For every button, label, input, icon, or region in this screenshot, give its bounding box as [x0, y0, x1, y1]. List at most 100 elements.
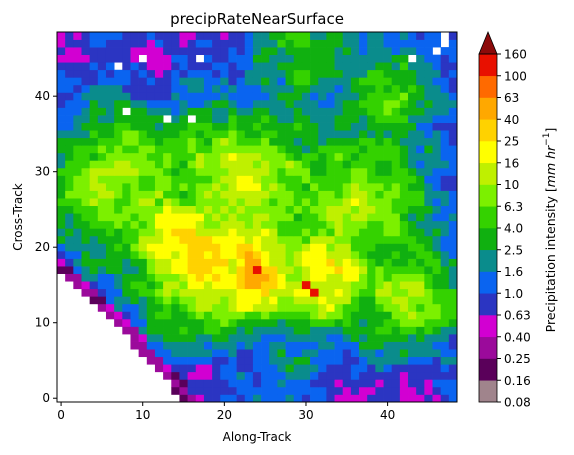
heatmap-cell — [310, 130, 319, 139]
heatmap-cell — [285, 220, 295, 229]
heatmap-cell — [310, 228, 319, 237]
heatmap-cell — [424, 167, 433, 176]
heatmap-cell — [359, 371, 368, 380]
heatmap-cell — [163, 54, 172, 63]
heatmap-cell — [432, 228, 442, 237]
heatmap-cell — [408, 107, 417, 116]
heatmap-cell — [57, 107, 66, 116]
heatmap-cell — [195, 334, 205, 342]
heatmap-cell — [424, 213, 433, 222]
heatmap-cell — [375, 349, 384, 358]
heatmap-cell — [269, 115, 278, 123]
heatmap-cell — [293, 281, 303, 290]
heatmap-cell — [432, 62, 442, 71]
heatmap-cell — [375, 198, 384, 207]
heatmap-cell — [212, 137, 221, 146]
heatmap-cell — [277, 356, 286, 365]
heatmap-cell — [122, 303, 131, 312]
heatmap-cell — [244, 258, 254, 267]
heatmap-cell — [399, 152, 409, 161]
heatmap-cell — [154, 54, 164, 63]
heatmap-cell — [138, 183, 148, 191]
heatmap-cell — [350, 228, 360, 237]
heatmap-cell — [130, 77, 139, 86]
heatmap-cell — [326, 356, 335, 365]
heatmap-cell — [408, 379, 417, 388]
heatmap-cell — [252, 69, 262, 78]
heatmap-cell — [277, 228, 286, 237]
heatmap-cell — [432, 341, 442, 350]
heatmap-cell — [440, 273, 450, 282]
heatmap-cell — [285, 39, 295, 48]
heatmap-cell — [277, 288, 286, 297]
heatmap-cell — [293, 54, 303, 63]
heatmap-cell — [367, 39, 376, 48]
heatmap-cell — [220, 122, 229, 131]
heatmap-cell — [440, 77, 450, 86]
heatmap-cell — [195, 296, 205, 305]
heatmap-cell — [105, 296, 115, 305]
heatmap-cell — [399, 318, 409, 327]
heatmap-cell — [432, 183, 442, 191]
heatmap-cell — [424, 266, 433, 274]
heatmap-cell — [228, 228, 237, 237]
heatmap-cell — [228, 364, 237, 373]
heatmap-cell — [269, 349, 278, 358]
heatmap-cell — [448, 288, 458, 297]
heatmap-cell — [432, 160, 442, 169]
heatmap-cell — [203, 115, 213, 123]
heatmap-cell — [228, 145, 237, 154]
heatmap-cell — [203, 107, 213, 116]
heatmap-cell — [212, 92, 221, 101]
heatmap-cell — [228, 69, 237, 78]
heatmap-cell — [375, 220, 384, 229]
heatmap-cell — [342, 356, 352, 365]
heatmap-cell — [448, 205, 458, 214]
heatmap-cell — [73, 145, 82, 154]
heatmap-cell — [236, 152, 246, 161]
heatmap-cell — [203, 190, 213, 199]
heatmap-cell — [416, 62, 425, 71]
heatmap-cell — [261, 379, 270, 388]
heatmap-cell — [244, 54, 254, 63]
heatmap-cell — [228, 152, 237, 161]
heatmap-cell — [424, 349, 433, 358]
heatmap-cell — [375, 334, 384, 342]
heatmap-cell — [269, 84, 278, 93]
heatmap-cell — [326, 39, 335, 48]
heatmap-cell — [285, 243, 295, 252]
heatmap-cell — [285, 69, 295, 78]
heatmap-cell — [448, 145, 458, 154]
heatmap-cell — [399, 356, 409, 365]
heatmap-cell — [114, 47, 123, 55]
heatmap-cell — [367, 69, 376, 78]
heatmap-cell — [318, 326, 327, 335]
heatmap-cell — [122, 213, 131, 222]
heatmap-cell — [203, 266, 213, 274]
heatmap-cell — [350, 318, 360, 327]
heatmap-cell — [367, 107, 376, 116]
heatmap-cell — [334, 266, 344, 274]
heatmap-cell — [203, 228, 213, 237]
heatmap-cell — [391, 243, 401, 252]
heatmap-cell — [310, 92, 319, 101]
heatmap-cell — [367, 235, 376, 244]
heatmap-cell — [171, 205, 180, 214]
heatmap-cell — [342, 47, 352, 55]
heatmap-cell — [154, 326, 164, 335]
heatmap-cell — [383, 32, 393, 40]
heatmap-cell — [130, 334, 139, 342]
heatmap-cell — [318, 334, 327, 342]
heatmap-cell — [334, 341, 344, 350]
heatmap-cell — [73, 175, 82, 184]
heatmap-cell — [130, 228, 139, 237]
heatmap-cell — [342, 296, 352, 305]
heatmap-cell — [171, 235, 180, 244]
heatmap-cell — [252, 394, 262, 403]
heatmap-cell — [220, 288, 229, 297]
heatmap-cell — [367, 326, 376, 335]
heatmap-cell — [391, 183, 401, 191]
heatmap-cell — [269, 77, 278, 86]
heatmap-cell — [269, 341, 278, 350]
heatmap-cell — [89, 183, 99, 191]
